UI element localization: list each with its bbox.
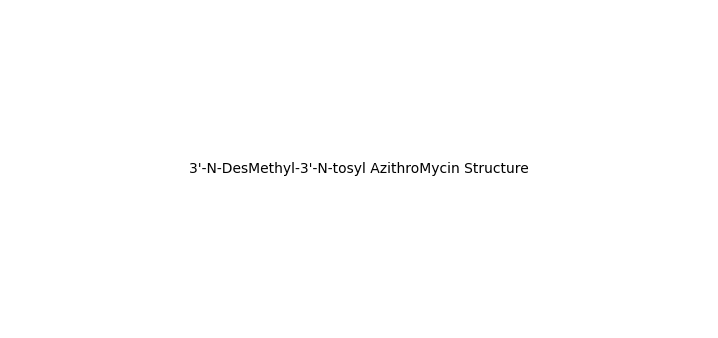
Text: 3'-N-DesMethyl-3'-N-tosyl AzithroMycin Structure: 3'-N-DesMethyl-3'-N-tosyl AzithroMycin S… <box>189 162 529 176</box>
